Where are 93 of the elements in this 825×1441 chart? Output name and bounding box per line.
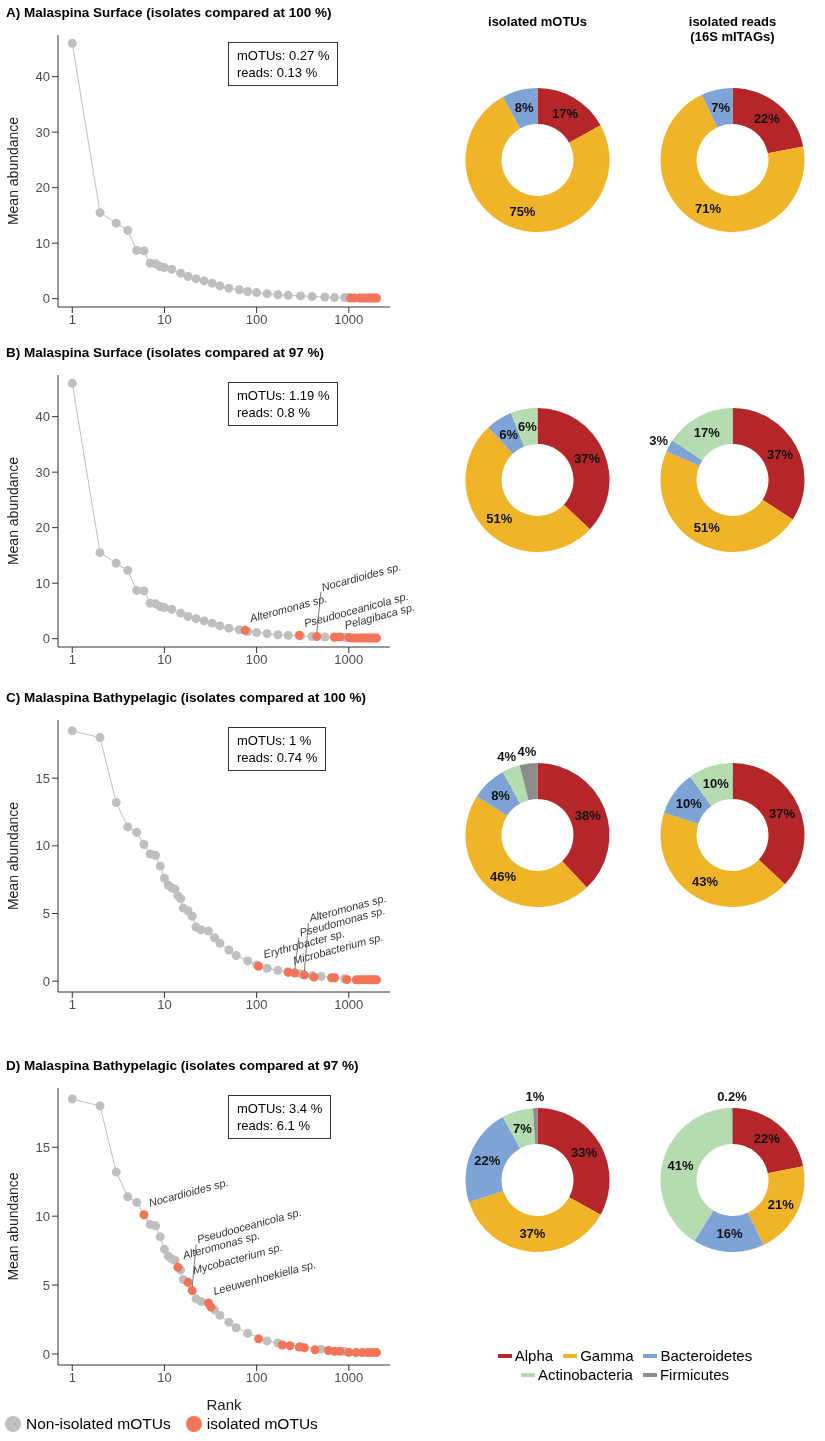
x-tick-label: 10 bbox=[157, 312, 172, 328]
y-tick-label: 20 bbox=[35, 180, 50, 196]
legend-label: isolated mOTUs bbox=[205, 1415, 318, 1433]
y-tick-label: 10 bbox=[35, 1208, 50, 1224]
data-label: 0.2% bbox=[717, 1088, 748, 1104]
data-label: 33% bbox=[570, 1145, 598, 1161]
x-tick-label: 1000 bbox=[334, 1370, 364, 1386]
x-tick-label: 1000 bbox=[334, 997, 364, 1013]
data-label: 17% bbox=[693, 424, 721, 440]
x-tick-label: 1 bbox=[68, 312, 76, 328]
data-label: 37% bbox=[574, 451, 601, 467]
data-label: 10% bbox=[702, 776, 730, 792]
x-tick-label: 100 bbox=[245, 1370, 268, 1386]
chart-title: D) Malaspina Bathypelagic (isolates compared at 97 %) bbox=[6, 1058, 360, 1075]
y-tick-label: 15 bbox=[35, 1139, 50, 1155]
data-label: 10% bbox=[675, 795, 703, 811]
data-label: 75% bbox=[509, 204, 536, 220]
y-tick-label: 10 bbox=[35, 575, 50, 591]
x-tick-label: 10 bbox=[157, 997, 172, 1013]
annotation: reads: 0.8 % bbox=[237, 404, 311, 421]
data-label: 8% bbox=[491, 788, 511, 804]
data-label: 22% bbox=[474, 1152, 501, 1168]
data-label: 4% bbox=[517, 744, 537, 760]
y-tick-label: 5 bbox=[42, 906, 50, 922]
x-tick-label: 1 bbox=[68, 1370, 76, 1386]
y-axis-title: Mean abundance bbox=[4, 801, 21, 911]
legend-label: Actinobacteria bbox=[536, 1366, 633, 1383]
legend-label: Non-isolated mOTUs bbox=[25, 1415, 171, 1433]
x-tick-label: 10 bbox=[157, 652, 172, 668]
data-label: 6% bbox=[499, 426, 519, 442]
data-label: 71% bbox=[694, 200, 722, 216]
data-label: 8% bbox=[514, 100, 534, 116]
annotation: reads: 0.74 % bbox=[237, 749, 318, 766]
y-tick-label: 0 bbox=[42, 1346, 50, 1362]
y-tick-label: 20 bbox=[35, 520, 50, 536]
x-tick-label: 100 bbox=[245, 997, 268, 1013]
annotation: mOTUs: 0.27 % bbox=[237, 47, 330, 64]
y-tick-label: 10 bbox=[35, 235, 50, 251]
data-label: 7% bbox=[711, 99, 731, 115]
y-tick-label: 0 bbox=[42, 631, 50, 647]
data-label: 51% bbox=[486, 510, 513, 526]
data-label: 41% bbox=[667, 1157, 694, 1173]
data-label: 1% bbox=[525, 1088, 545, 1104]
data-label: 37% bbox=[769, 806, 796, 822]
data-label: 7% bbox=[513, 1120, 533, 1136]
chart-title: C) Malaspina Bathypelagic (isolates compared at 100 %) bbox=[6, 690, 368, 707]
data-label: 22% bbox=[753, 110, 781, 126]
annotation: mOTUs: 3.4 % bbox=[237, 1100, 323, 1117]
x-tick-label: 10 bbox=[157, 1370, 172, 1386]
chart-title: B) Malaspina Surface (isolates compared at 97 %) bbox=[6, 345, 326, 362]
y-tick-label: 0 bbox=[42, 291, 50, 307]
x-tick-label: 1 bbox=[68, 652, 76, 668]
data-label: 51% bbox=[693, 520, 721, 536]
annotation: mOTUs: 1.19 % bbox=[237, 387, 330, 404]
x-tick-label: 100 bbox=[245, 312, 268, 328]
data-label: 43% bbox=[692, 873, 719, 889]
annotation: mOTUs: 1 % bbox=[237, 732, 313, 749]
x-tick-label: 100 bbox=[245, 652, 268, 668]
y-tick-label: 10 bbox=[35, 838, 50, 854]
y-tick-label: 0 bbox=[42, 973, 50, 989]
legend-label: Bacteroidetes bbox=[659, 1347, 753, 1364]
y-tick-label: 30 bbox=[35, 124, 50, 140]
data-label: 37% bbox=[519, 1226, 546, 1242]
x-axis-title: Rank bbox=[206, 1396, 242, 1413]
data-label: 22% bbox=[753, 1130, 781, 1146]
data-label: 17% bbox=[551, 106, 579, 122]
legend-label: Alpha bbox=[513, 1347, 554, 1364]
y-tick-label: 40 bbox=[35, 69, 50, 85]
x-tick-label: 1000 bbox=[334, 652, 364, 668]
legend-label: Firmicutes bbox=[658, 1366, 730, 1383]
annotation: reads: 0.13 % bbox=[237, 64, 319, 81]
y-axis-title: Mean abundance bbox=[4, 116, 21, 226]
y-tick-label: 15 bbox=[35, 770, 50, 786]
chart-title: isolated reads (16S mITAGs) bbox=[687, 14, 778, 44]
data-label: 21% bbox=[767, 1196, 795, 1212]
y-tick-label: 40 bbox=[35, 409, 50, 425]
data-label: 38% bbox=[574, 807, 602, 823]
y-axis-title: Mean abundance bbox=[4, 1172, 21, 1281]
data-label: 37% bbox=[767, 446, 794, 462]
data-label: 4% bbox=[497, 749, 517, 765]
x-tick-label: 1000 bbox=[334, 312, 364, 328]
data-label: 6% bbox=[517, 419, 538, 435]
chart-title: A) Malaspina Surface (isolates compared at 100 %) bbox=[6, 5, 333, 22]
annotation: reads: 6.1 % bbox=[237, 1117, 311, 1134]
x-tick-label: 1 bbox=[68, 997, 76, 1013]
y-axis-title: Mean abundance bbox=[4, 456, 21, 566]
data-label: 16% bbox=[716, 1226, 743, 1242]
data-label: 46% bbox=[490, 869, 517, 885]
legend-label: Gamma bbox=[579, 1347, 634, 1364]
data-label: 3% bbox=[649, 432, 669, 448]
y-tick-label: 30 bbox=[35, 464, 50, 480]
y-tick-label: 5 bbox=[42, 1277, 50, 1293]
chart-title: isolated mOTUs bbox=[487, 14, 588, 29]
